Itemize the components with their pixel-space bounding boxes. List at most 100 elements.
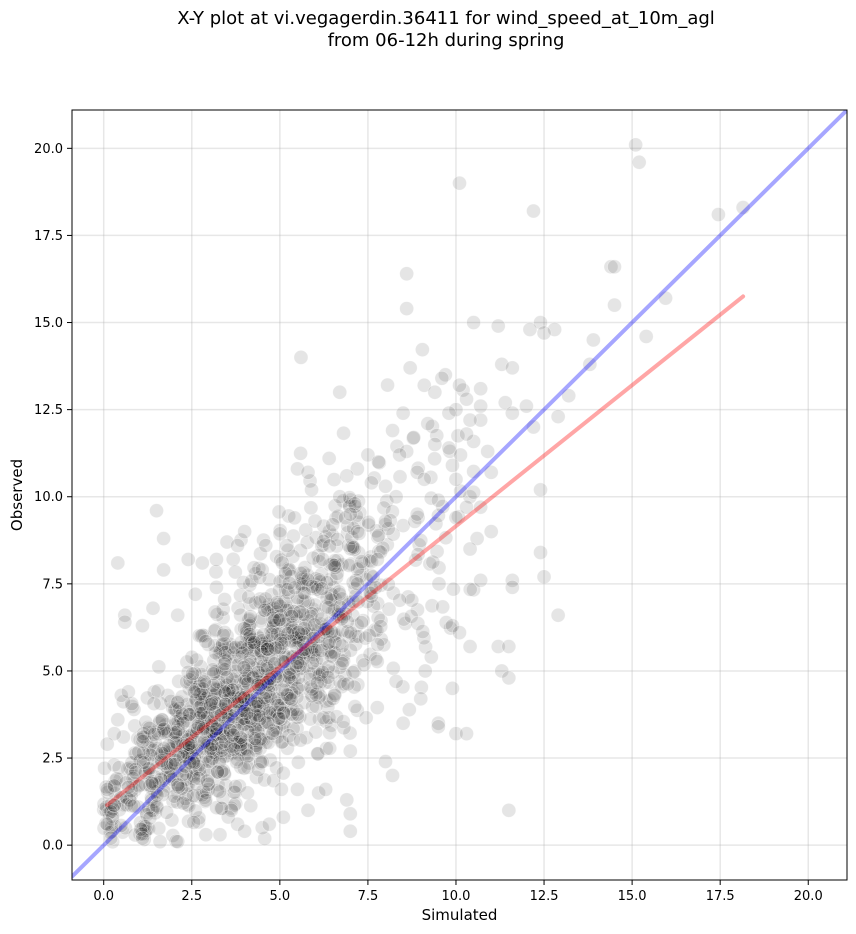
scatter-point bbox=[156, 562, 171, 578]
scatter-point bbox=[363, 567, 378, 583]
scatter-point bbox=[305, 550, 321, 566]
scatter-point bbox=[290, 706, 306, 722]
scatter-point bbox=[342, 806, 358, 822]
scatter-point bbox=[182, 672, 198, 688]
scatter-point bbox=[462, 541, 478, 557]
scatter-point bbox=[186, 815, 202, 830]
scatter-point bbox=[238, 663, 254, 679]
scatter-point bbox=[360, 447, 376, 463]
scatter-point bbox=[392, 469, 408, 485]
scatter-point bbox=[388, 674, 404, 689]
scatter-point bbox=[316, 710, 331, 725]
scatter-point bbox=[342, 823, 358, 839]
scatter-point bbox=[203, 741, 218, 757]
scatter-point bbox=[278, 565, 293, 581]
scatter-point bbox=[480, 444, 495, 459]
scatter-point bbox=[208, 564, 224, 580]
scatter-point bbox=[271, 710, 287, 726]
scatter-point bbox=[501, 639, 517, 654]
scatter-point bbox=[735, 200, 751, 215]
scatter-point bbox=[315, 552, 331, 567]
scatter-point bbox=[445, 458, 460, 473]
scatter-point bbox=[431, 719, 446, 734]
scatter-point bbox=[233, 689, 249, 705]
scatter-point bbox=[212, 784, 227, 800]
scatter-point bbox=[369, 654, 385, 669]
scatter-point bbox=[184, 649, 200, 665]
scatter-point bbox=[315, 664, 330, 680]
scatter-point bbox=[107, 773, 123, 789]
scatter-point bbox=[462, 582, 478, 597]
plot-frame bbox=[71, 109, 848, 881]
scatter-point bbox=[214, 801, 230, 816]
scatter-point bbox=[175, 749, 191, 764]
scatter-point bbox=[276, 654, 292, 670]
scatter-point bbox=[237, 524, 252, 539]
scatter-point bbox=[156, 721, 172, 737]
scatter-point bbox=[226, 703, 242, 718]
scatter-point bbox=[342, 743, 358, 759]
scatter-point bbox=[237, 621, 252, 636]
scatter-point bbox=[335, 714, 351, 729]
scatter-point bbox=[145, 600, 161, 616]
scatter-point bbox=[229, 754, 244, 770]
scatter-point bbox=[441, 440, 457, 456]
scatter-point bbox=[281, 728, 297, 743]
scatter-point bbox=[327, 688, 342, 703]
scatter-point bbox=[303, 500, 319, 516]
scatter-point bbox=[382, 513, 398, 528]
scatter-point bbox=[396, 611, 412, 627]
scatter-point bbox=[293, 350, 309, 365]
scatter-point bbox=[385, 423, 400, 438]
scatter-point bbox=[334, 656, 350, 671]
scatter-point bbox=[275, 555, 290, 571]
y-tick-label: 0.0 bbox=[42, 839, 63, 854]
scatter-point bbox=[410, 602, 425, 618]
scatter-point bbox=[628, 137, 643, 153]
scatter-point bbox=[501, 670, 517, 686]
scatter-point bbox=[234, 645, 250, 661]
x-tick-label: 17.5 bbox=[706, 889, 735, 904]
scatter-point bbox=[233, 635, 249, 650]
scatter-point bbox=[607, 297, 622, 313]
scatter-point bbox=[186, 755, 202, 771]
scatter-point bbox=[341, 558, 357, 573]
scatter-point bbox=[327, 634, 343, 650]
scatter-point bbox=[226, 742, 242, 757]
scatter-point bbox=[218, 734, 234, 749]
scatter-point bbox=[230, 538, 245, 553]
scatter-point bbox=[342, 725, 358, 741]
scatter-point bbox=[121, 684, 136, 700]
scatter-point bbox=[218, 697, 233, 712]
scatter-point bbox=[178, 759, 193, 774]
scatter-point bbox=[308, 724, 324, 740]
scatter-point bbox=[292, 604, 308, 620]
scatter-point bbox=[321, 451, 337, 466]
scatter-point bbox=[336, 609, 351, 625]
scatter-point bbox=[274, 682, 290, 698]
scatter-point bbox=[473, 573, 488, 588]
scatter-point bbox=[349, 617, 365, 633]
y-tick-label: 15.0 bbox=[34, 316, 63, 331]
scatter-point bbox=[150, 683, 166, 699]
scatter-point bbox=[315, 651, 330, 666]
scatter-point bbox=[116, 729, 131, 745]
scatter-point bbox=[422, 556, 438, 572]
scatter-point bbox=[450, 428, 466, 444]
scatter-point bbox=[205, 662, 221, 678]
scatter-point bbox=[381, 577, 396, 592]
scatter-point bbox=[260, 661, 275, 677]
scatter-point bbox=[334, 611, 349, 627]
scatter-point bbox=[448, 472, 464, 487]
scatter-point bbox=[240, 675, 256, 691]
scatter-point bbox=[347, 699, 363, 714]
scatter-point bbox=[431, 492, 446, 508]
scatter-point bbox=[152, 834, 168, 849]
x-tick-label: 12.5 bbox=[530, 889, 559, 904]
scatter-point bbox=[256, 690, 272, 706]
x-tick-label: 15.0 bbox=[618, 889, 647, 904]
scatter-point bbox=[415, 342, 430, 357]
scatter-point bbox=[284, 609, 300, 624]
scatter-point bbox=[186, 684, 202, 700]
scatter-point bbox=[181, 707, 197, 723]
